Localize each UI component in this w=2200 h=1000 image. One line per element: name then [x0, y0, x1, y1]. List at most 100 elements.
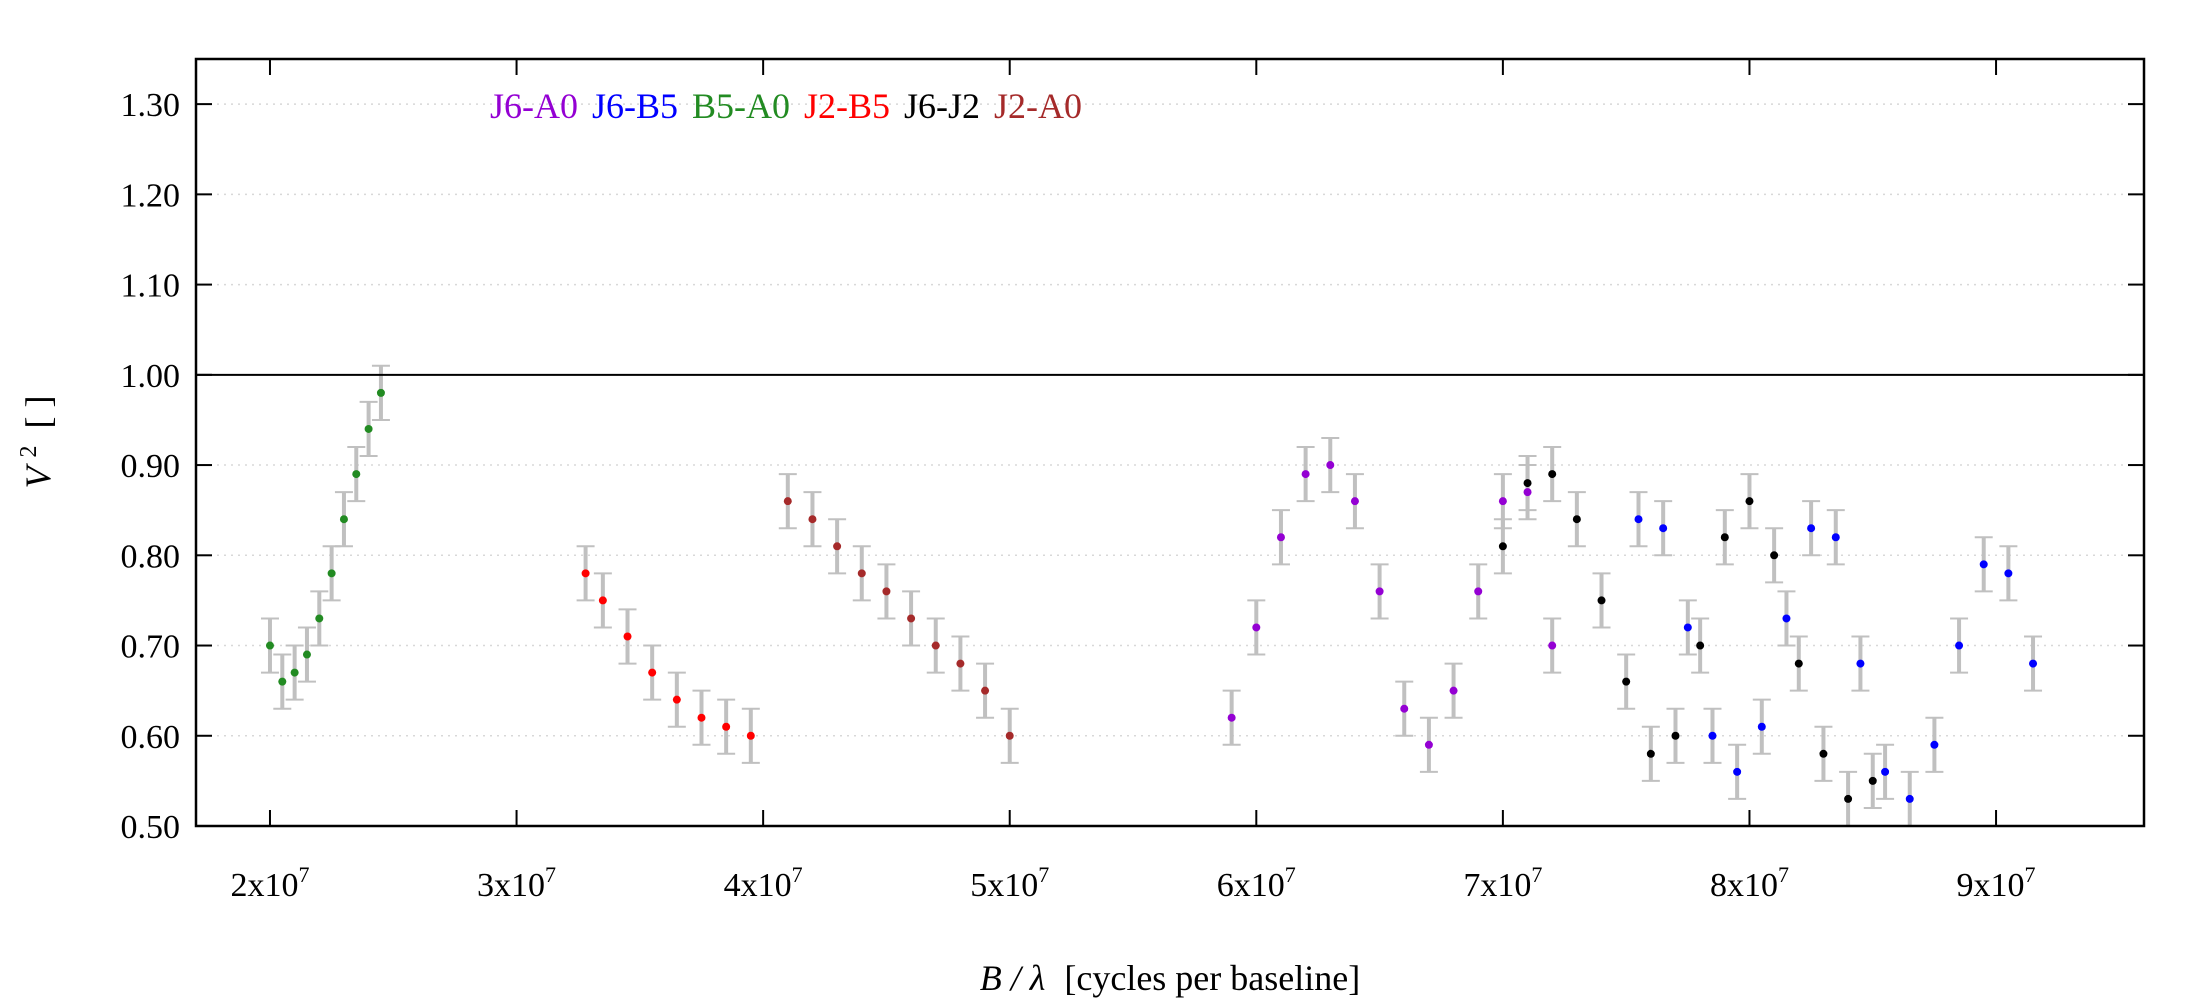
data-point	[1597, 596, 1606, 605]
data-point	[1252, 623, 1261, 632]
data-point	[1622, 677, 1631, 686]
data-point	[1548, 641, 1557, 650]
data-point	[1326, 461, 1335, 470]
data-point	[352, 470, 361, 479]
x-tick-mantissa: 8x10	[1710, 867, 1778, 904]
data-point	[623, 632, 632, 641]
data-point	[882, 587, 891, 596]
legend-label: J2-A0	[994, 86, 1082, 126]
data-point	[722, 722, 731, 731]
data-point	[1733, 767, 1742, 776]
plot-background	[196, 59, 2144, 826]
x-tick-label: 6x107	[1217, 862, 1296, 904]
data-point	[376, 388, 385, 397]
data-point	[327, 569, 336, 578]
y-tick-label: 0.90	[121, 448, 181, 485]
data-point	[1831, 533, 1840, 542]
legend-label: J2-B5	[804, 86, 890, 126]
data-point	[1844, 794, 1853, 803]
x-tick-exponent: 7	[298, 862, 309, 887]
legend-entries: J6-A0 J6-B5 B5-A0 J2-B5 J6-J2 J2-A0	[490, 86, 1082, 126]
data-point	[1770, 551, 1779, 560]
data-point	[1005, 731, 1014, 740]
data-point	[1572, 515, 1581, 524]
data-point	[1671, 731, 1680, 740]
data-point	[1930, 740, 1939, 749]
x-tick-exponent: 7	[1285, 862, 1296, 887]
y-tick-label: 1.30	[121, 87, 181, 124]
data-point	[697, 713, 706, 722]
y-axis-superscript: 2	[16, 445, 42, 457]
data-point	[1868, 776, 1877, 785]
data-point	[1856, 659, 1865, 668]
x-tick-label: 7x107	[1463, 862, 1542, 904]
data-point	[278, 677, 287, 686]
data-point	[956, 659, 965, 668]
data-point	[808, 515, 817, 524]
x-tick-exponent: 7	[545, 862, 556, 887]
data-point	[1424, 740, 1433, 749]
data-point	[1720, 533, 1729, 542]
x-tick-label: 9x107	[1957, 862, 2036, 904]
data-point	[648, 668, 657, 677]
data-point	[1498, 497, 1507, 506]
data-point	[931, 641, 940, 650]
data-point	[1375, 587, 1384, 596]
data-point	[1276, 533, 1285, 542]
x-tick-label: 3x107	[477, 862, 556, 904]
x-tick-exponent: 7	[792, 862, 803, 887]
data-point	[265, 641, 274, 650]
data-point	[1979, 560, 1988, 569]
data-point	[1449, 686, 1458, 695]
data-point	[672, 695, 681, 704]
data-point	[1523, 488, 1532, 497]
data-point	[1794, 659, 1803, 668]
data-point	[1634, 515, 1643, 524]
data-point	[746, 731, 755, 740]
data-point	[2004, 569, 2013, 578]
data-point	[1474, 587, 1483, 596]
x-tick-mantissa: 4x10	[724, 867, 792, 904]
x-tick-exponent: 7	[2025, 862, 2036, 887]
legend-label: J6-J2	[904, 86, 980, 126]
data-point	[1523, 479, 1532, 488]
legend-label: B5-A0	[692, 86, 790, 126]
x-tick-label: 5x107	[970, 862, 1049, 904]
data-point	[581, 569, 590, 578]
data-point	[1807, 524, 1816, 533]
y-axis-variable: V	[18, 462, 58, 488]
legend: J6-A0 J6-B5 B5-A0 J2-B5 J6-J2 J2-A0	[490, 86, 1082, 126]
data-points	[265, 388, 2038, 803]
x-axis-units: [cycles per baseline]	[1064, 958, 1360, 998]
y-tick-label: 0.80	[121, 538, 181, 575]
y-tick-label: 1.20	[121, 177, 181, 214]
data-point	[1498, 542, 1507, 551]
x-tick-mantissa: 9x10	[1957, 867, 2025, 904]
y-tick-label: 0.60	[121, 719, 181, 756]
x-tick-mantissa: 5x10	[970, 867, 1038, 904]
x-tick-label: 8x107	[1710, 862, 1789, 904]
data-point	[1708, 731, 1717, 740]
legend-label: J6-B5	[592, 86, 678, 126]
data-point	[2029, 659, 2038, 668]
x-tick-exponent: 7	[1778, 862, 1789, 887]
data-point	[290, 668, 299, 677]
data-point	[1301, 470, 1310, 479]
x-tick-mantissa: 2x10	[230, 867, 298, 904]
x-tick-mantissa: 6x10	[1217, 867, 1285, 904]
data-point	[315, 614, 324, 623]
data-point	[1696, 641, 1705, 650]
x-axis-title: B / λ [cycles per baseline]	[980, 958, 1360, 998]
legend-label: J6-A0	[490, 86, 578, 126]
y-axis: 0.50 0.60 0.70 0.80 0.90 1.00 1.10 1.20 1.30	[121, 87, 2144, 846]
x-tick-mantissa: 7x10	[1463, 867, 1531, 904]
x-tick-exponent: 7	[1038, 862, 1049, 887]
data-point	[1757, 722, 1766, 731]
x-tick-mantissa: 3x10	[477, 867, 545, 904]
x-axis-variable: B / λ	[980, 958, 1046, 998]
data-point	[1683, 623, 1692, 632]
data-point	[302, 650, 311, 659]
data-point	[1400, 704, 1409, 713]
x-axis: 2x107 3x107 4x107 5x107 6x107 7x107 8x107 9x107	[230, 59, 2036, 904]
